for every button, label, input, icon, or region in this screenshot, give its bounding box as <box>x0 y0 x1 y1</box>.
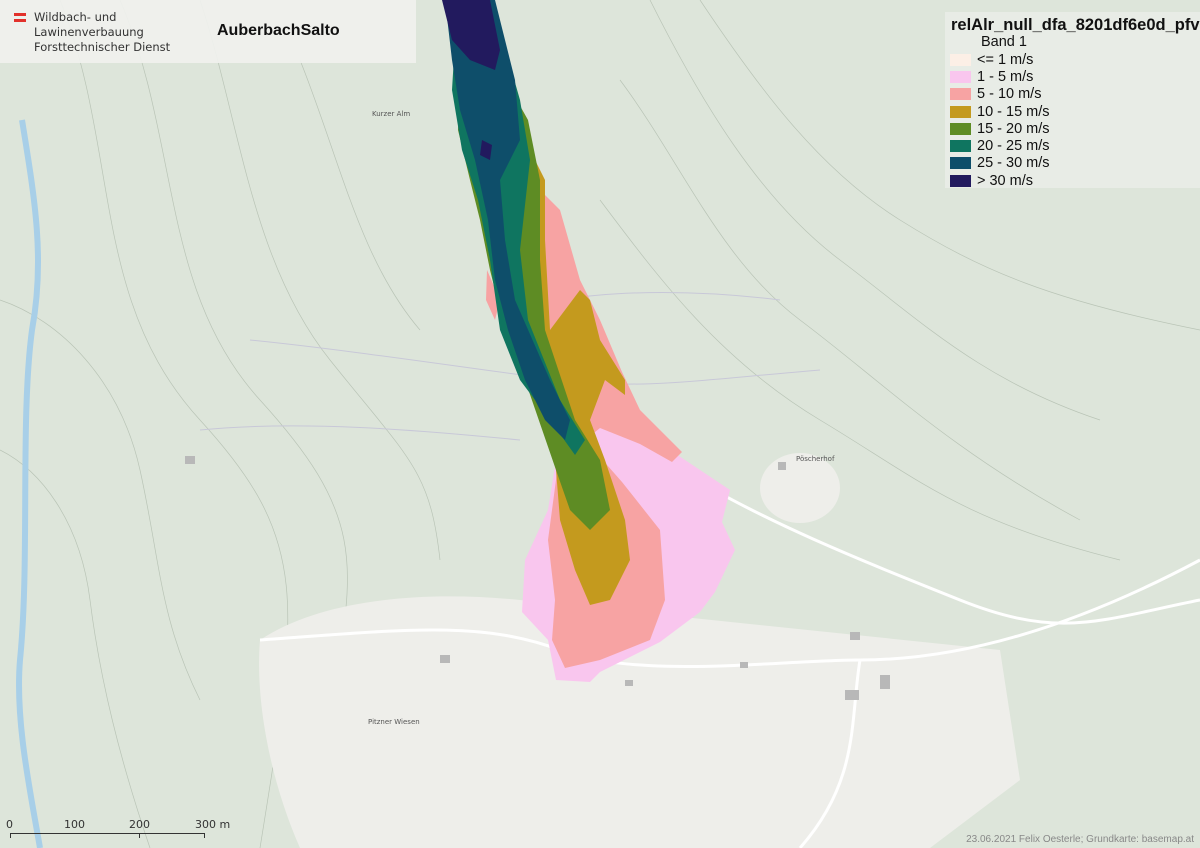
legend-swatch <box>950 53 971 66</box>
buildings <box>185 456 890 700</box>
legend-item: 15 - 20 m/s <box>950 120 1050 137</box>
legend-swatch <box>950 157 971 170</box>
legend-label: 10 - 15 m/s <box>977 103 1050 120</box>
org-line: Wildbach- und <box>34 10 117 24</box>
place-label: Pöscherhof <box>796 455 835 463</box>
scale-bar: 0 100 200 300 m <box>0 818 240 842</box>
austria-flag-logo-icon <box>14 13 26 22</box>
org-line: Lawinenverbauung <box>34 25 144 39</box>
credit-text: 23.06.2021 Felix Oesterle; Grundkarte: b… <box>966 834 1194 845</box>
legend-item: 1 - 5 m/s <box>950 68 1050 85</box>
legend-label: 15 - 20 m/s <box>977 120 1050 137</box>
scale-line <box>10 833 204 834</box>
scale-label: 300 m <box>195 818 231 831</box>
legend-item: 25 - 30 m/s <box>950 155 1050 172</box>
map-title: AuberbachSalto <box>217 22 340 39</box>
legend-swatch <box>950 70 971 83</box>
org-line: Forsttechnischer Dienst <box>34 40 171 54</box>
legend-swatch <box>950 122 971 135</box>
legend-label: 20 - 25 m/s <box>977 138 1050 155</box>
scale-label: 200 <box>129 818 150 831</box>
legend-item: 20 - 25 m/s <box>950 137 1050 154</box>
scale-tick <box>10 833 11 838</box>
legend-label: 25 - 30 m/s <box>977 155 1050 172</box>
legend-label: > 30 m/s <box>977 172 1034 189</box>
scale-tick <box>139 833 140 838</box>
zone-over-30 <box>442 0 500 160</box>
legend-item: 5 - 10 m/s <box>950 86 1050 103</box>
scale-tick <box>204 833 205 838</box>
clearing <box>760 453 840 523</box>
river <box>16 119 43 848</box>
legend-band: Band 1 <box>981 34 1027 50</box>
organization-name: Wildbach- und Lawinenverbauung Forsttech… <box>34 10 170 55</box>
legend-label: 1 - 5 m/s <box>977 68 1034 85</box>
legend-item: <= 1 m/s <box>950 51 1050 68</box>
scale-label: 0 <box>6 818 13 831</box>
flow-velocity-raster <box>442 0 735 682</box>
zone-25-30 <box>445 0 570 440</box>
place-label: Kurzer Alm <box>372 110 411 118</box>
legend-label: 5 - 10 m/s <box>977 86 1042 103</box>
roads <box>259 468 1200 848</box>
place-label: Pitzner Wiesen <box>368 718 420 726</box>
legend-item: 10 - 15 m/s <box>950 103 1050 120</box>
legend-swatch <box>950 140 971 153</box>
legend-swatch <box>950 88 971 101</box>
legend-swatch <box>950 105 971 118</box>
map-header: Wildbach- und Lawinenverbauung Forsttech… <box>0 0 416 63</box>
legend-item: > 30 m/s <box>950 172 1050 189</box>
legend-swatch <box>950 174 971 187</box>
scale-label: 100 <box>64 818 85 831</box>
legend: relAlr_null_dfa_8201df6e0d_pfv Band 1 <=… <box>945 12 1200 189</box>
legend-label: <= 1 m/s <box>977 51 1034 68</box>
legend-title: relAlr_null_dfa_8201df6e0d_pfv <box>951 16 1200 34</box>
